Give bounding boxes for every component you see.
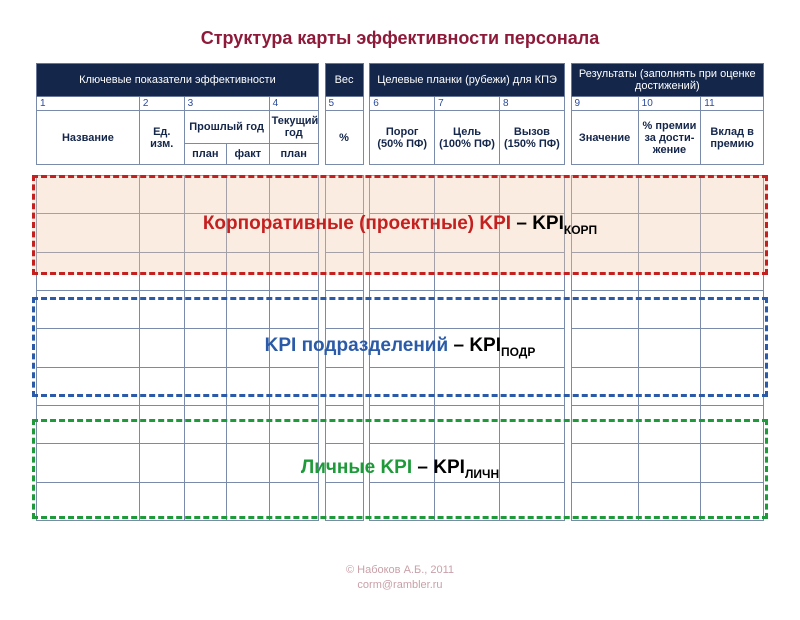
col-label-cur-plan: план	[269, 144, 318, 165]
colnum-4: 4	[269, 97, 318, 111]
hdr-group-targets: Целевые планки (рубежи) для КПЭ	[370, 64, 565, 97]
colnum-6: 6	[370, 97, 435, 111]
header-table-wrap: Ключевые показатели эффективности Вес Це…	[36, 63, 764, 165]
section-personal-label: Личные KPI – KPIЛИЧН	[301, 457, 499, 481]
col-label-prev-fact: факт	[227, 144, 269, 165]
colnum-9: 9	[571, 97, 638, 111]
footer-line1: © Набоков А.Б., 2011	[0, 563, 800, 577]
col-label-value: Значение	[571, 111, 638, 165]
grid-zone: Корпоративные (проектные) KPI – KPIКОРП …	[36, 175, 764, 521]
section-corporate-label: Корпоративные (проектные) KPI – KPIКОРП	[203, 213, 597, 237]
col-label-threshold: Порог (50% ПФ)	[370, 111, 435, 165]
header-table: Ключевые показатели эффективности Вес Це…	[36, 63, 764, 165]
colnum-1: 1	[37, 97, 140, 111]
footer-credit: © Набоков А.Б., 2011 corm@rambler.ru	[0, 563, 800, 592]
col-label-pct: %	[325, 111, 363, 165]
colnum-5: 5	[325, 97, 363, 111]
col-label-contrib: Вклад в премию	[701, 111, 764, 165]
colnum-2: 2	[139, 97, 184, 111]
col-label-unit: Ед. изм.	[139, 111, 184, 165]
col-label-prev-plan: план	[184, 144, 226, 165]
col-label-bonus-pct: % премии за дости-жение	[638, 111, 701, 165]
col-label-prevyear: Прошлый год	[184, 111, 269, 144]
colnum-7: 7	[435, 97, 500, 111]
colnum-8: 8	[499, 97, 564, 111]
hdr-group-results: Результаты (заполнять при оценке достиже…	[571, 64, 763, 97]
section-department-label: KPI подразделений – KPIПОДР	[265, 335, 536, 359]
colnum-10: 10	[638, 97, 701, 111]
hdr-group-kpi: Ключевые показатели эффективности	[37, 64, 319, 97]
colnum-3: 3	[184, 97, 269, 111]
colnum-11: 11	[701, 97, 764, 111]
section-personal-kpi: Личные KPI – KPIЛИЧН	[32, 419, 768, 519]
section-department-kpi: KPI подразделений – KPIПОДР	[32, 297, 768, 397]
col-label-challenge: Вызов (150% ПФ)	[499, 111, 564, 165]
col-label-curyear: Текущий год	[269, 111, 318, 144]
section-corporate-kpi: Корпоративные (проектные) KPI – KPIКОРП	[32, 175, 768, 275]
page-title: Структура карты эффективности персонала	[0, 0, 800, 63]
hdr-group-weight: Вес	[325, 64, 363, 97]
col-label-goal: Цель (100% ПФ)	[435, 111, 500, 165]
footer-line2: corm@rambler.ru	[0, 578, 800, 592]
col-label-name: Название	[37, 111, 140, 165]
